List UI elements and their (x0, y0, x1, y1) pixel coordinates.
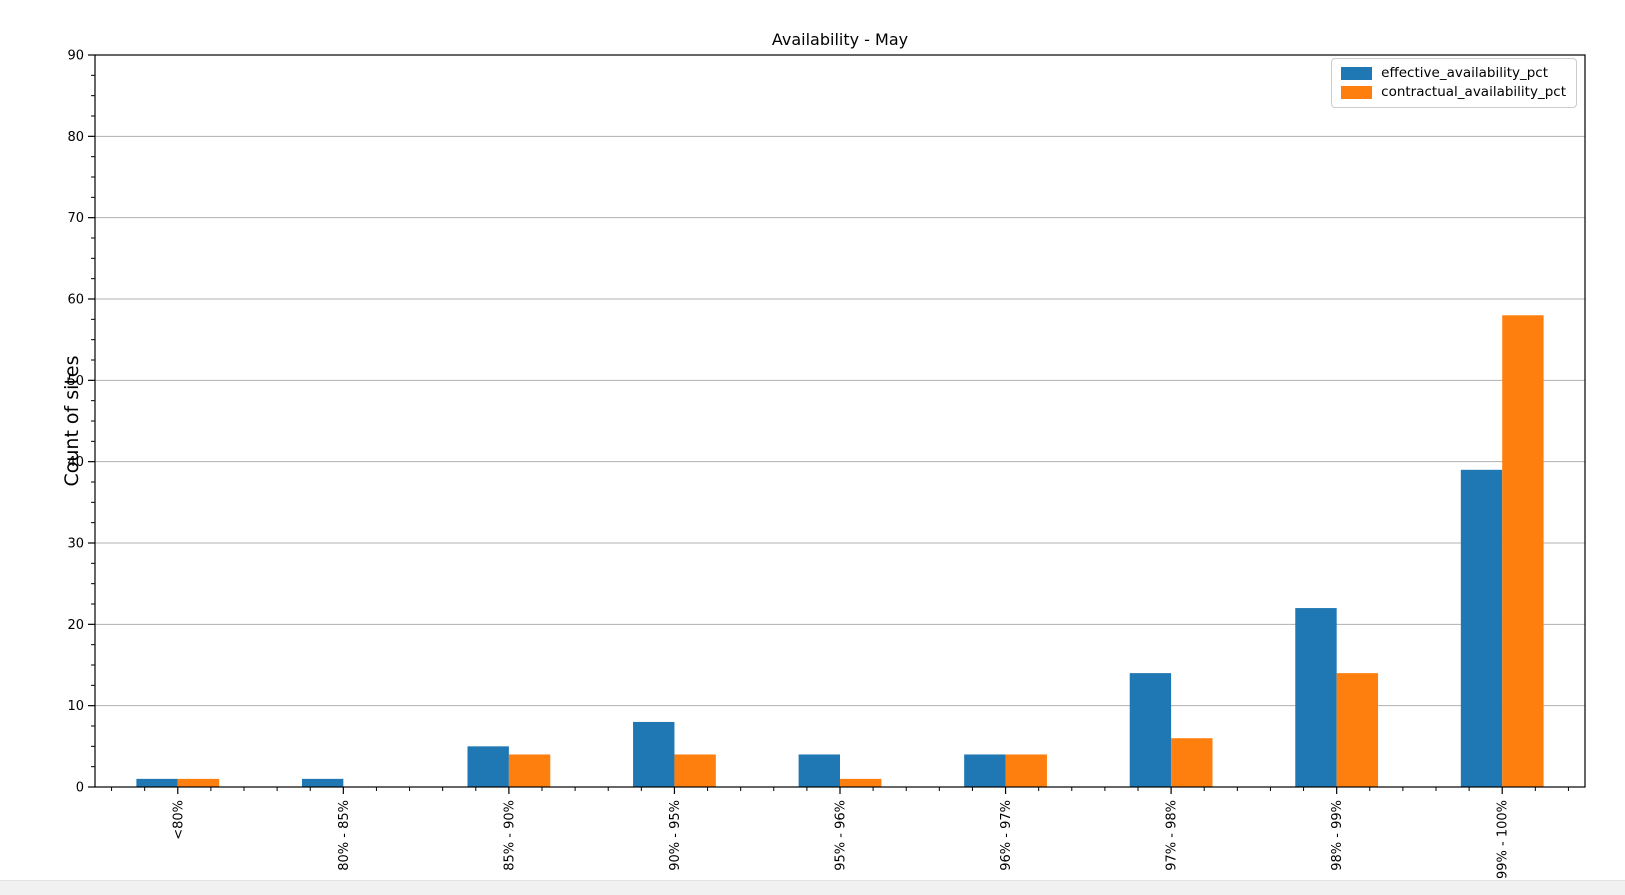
chart-title: Availability - May (771, 30, 909, 49)
x-tick-label: 98% - 99% (1330, 800, 1345, 871)
y-tick-label: 70 (67, 211, 84, 226)
bar-effective_availability_pct-8 (1460, 469, 1503, 787)
y-axis-label: Count of sites (61, 355, 83, 487)
bar-contractual_availability_pct-3 (674, 754, 716, 787)
bar-effective_availability_pct-5 (964, 754, 1006, 787)
y-tick-label: 90 (67, 49, 84, 64)
legend: effective_availability_pct contractual_a… (1331, 58, 1577, 108)
bar-effective_availability_pct-3 (633, 721, 675, 787)
x-tick-label: 96% - 97% (999, 800, 1014, 871)
legend-entry-contractual: contractual_availability_pct (1341, 83, 1566, 100)
bar-contractual_availability_pct-4 (840, 778, 882, 787)
x-tick-label: 97% - 98% (1165, 800, 1180, 871)
legend-entry-effective: effective_availability_pct (1341, 66, 1566, 81)
y-tick-label: 30 (67, 537, 84, 552)
bar-contractual_availability_pct-8 (1502, 315, 1544, 787)
y-tick-label: 40 (67, 455, 84, 470)
contractual-series-swatch-icon (1341, 85, 1373, 99)
bar-contractual_availability_pct-2 (508, 754, 551, 787)
bar-contractual_availability_pct-5 (1005, 754, 1047, 787)
bar-contractual_availability_pct-7 (1336, 673, 1379, 787)
legend-label-effective: effective_availability_pct (1381, 65, 1549, 81)
x-tick-label: 99% - 100% (1496, 800, 1511, 879)
horizontal-scrollbar[interactable] (0, 880, 1625, 895)
x-tick-label: 95% - 96% (834, 800, 849, 871)
y-tick-label: 80 (67, 130, 84, 145)
x-tick-label: 85% - 90% (502, 800, 517, 871)
effective-series-swatch-icon (1341, 66, 1373, 80)
bar-contractual_availability_pct-6 (1171, 738, 1213, 787)
bar-effective_availability_pct-1 (301, 778, 344, 787)
bar-effective_availability_pct-0 (136, 778, 178, 787)
bar-effective_availability_pct-2 (467, 746, 509, 787)
y-tick-label: 60 (67, 293, 84, 308)
y-tick-label: 20 (67, 618, 84, 633)
x-tick-label: <80% (171, 800, 186, 840)
x-tick-label: 80% - 85% (337, 800, 352, 871)
y-tick-label: 0 (76, 781, 84, 796)
y-tick-label: 10 (67, 699, 84, 714)
x-tick-label: 90% - 95% (668, 800, 683, 871)
bar-contractual_availability_pct-0 (177, 778, 220, 787)
bar-effective_availability_pct-6 (1129, 673, 1172, 787)
bar-effective_availability_pct-7 (1295, 608, 1337, 787)
y-tick-label: 50 (67, 374, 84, 389)
legend-label-contractual: contractual_availability_pct (1381, 83, 1566, 100)
bar-effective_availability_pct-4 (798, 754, 840, 787)
